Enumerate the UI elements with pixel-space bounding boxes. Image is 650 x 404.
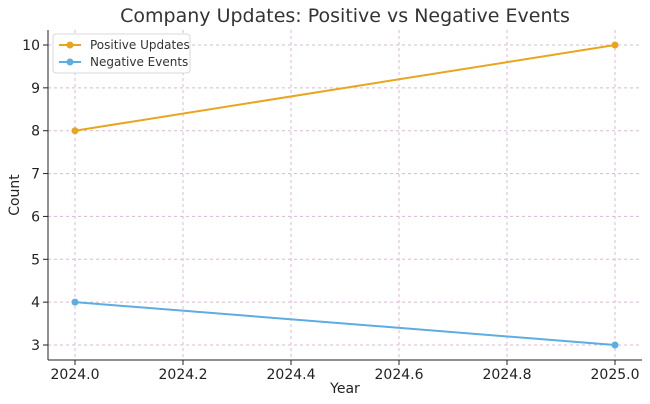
chart-title: Company Updates: Positive vs Negative Ev…: [120, 5, 570, 27]
y-tick-label: 10: [22, 38, 40, 54]
grid: [48, 30, 642, 360]
y-tick-label: 3: [31, 338, 40, 354]
series-layer: [71, 41, 619, 349]
x-ticks: 2024.0 2024.2 2024.4 2024.6 2024.8 2025.0: [51, 360, 640, 383]
y-tick-label: 5: [31, 252, 40, 268]
legend-marker-negative: [66, 58, 74, 66]
y-ticks: 3 4 5 6 7 8 9 10: [22, 38, 48, 354]
x-tick-label: 2024.4: [267, 367, 316, 383]
legend: Positive Updates Negative Events: [52, 33, 191, 74]
series-line-negative: [74, 301, 616, 346]
legend-marker-positive: [66, 41, 74, 49]
y-tick-label: 4: [31, 295, 40, 311]
series-line-positive: [74, 44, 616, 132]
y-tick-label: 7: [31, 167, 40, 183]
y-tick-label: 6: [31, 209, 40, 225]
x-tick-label: 2024.2: [159, 367, 208, 383]
x-tick-label: 2024.0: [51, 367, 100, 383]
data-point-negative: [71, 298, 79, 306]
legend-box: [52, 33, 191, 74]
y-tick-label: 9: [31, 81, 40, 97]
data-point-positive: [71, 127, 79, 135]
x-axis-label: Year: [329, 381, 360, 397]
data-point-positive: [611, 41, 619, 49]
y-tick-label: 8: [31, 124, 40, 140]
x-tick-label: 2024.6: [375, 367, 424, 383]
x-tick-label: 2024.8: [483, 367, 532, 383]
x-tick-label: 2025.0: [591, 367, 640, 383]
y-axis-label: Count: [7, 174, 23, 216]
legend-label-negative: Negative Events: [90, 55, 188, 69]
axes: [47, 30, 642, 361]
legend-label-positive: Positive Updates: [90, 38, 190, 52]
data-point-negative: [611, 341, 619, 349]
